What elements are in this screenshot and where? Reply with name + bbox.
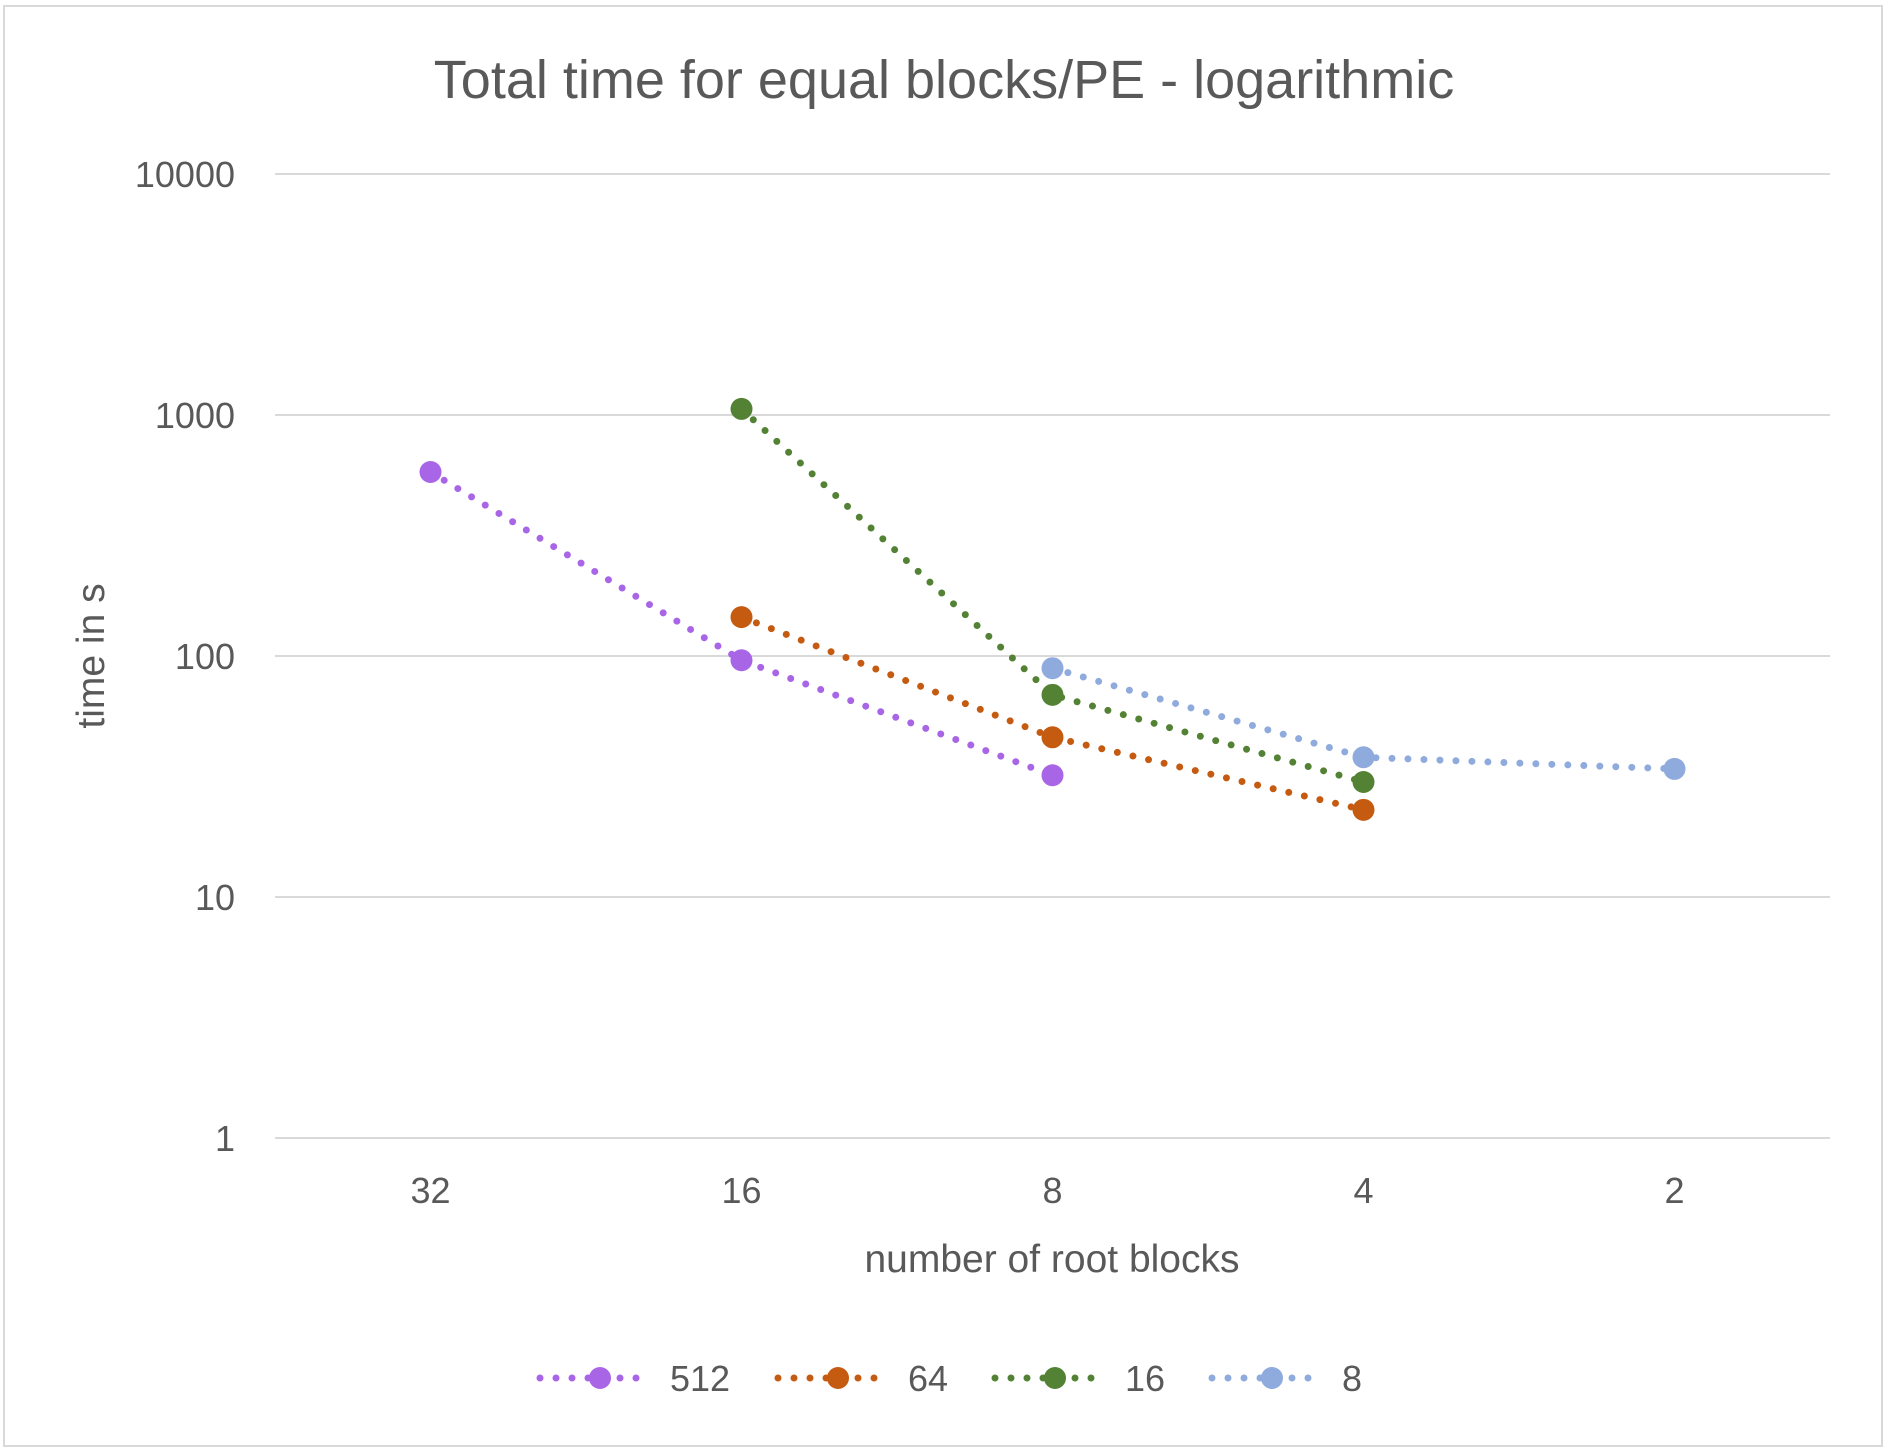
legend-label: 64 [908,1358,948,1399]
series-8 [1041,657,1686,780]
y-axis-label: time in s [70,583,113,728]
series-line-16 [738,405,1367,786]
legend-item-64: 64 [774,1358,948,1399]
data-point [1352,798,1375,821]
x-axis-ticks: 32 16 8 4 2 [410,1170,1684,1211]
data-point [419,461,442,484]
data-point [1663,757,1686,780]
legend-item-16: 16 [991,1358,1165,1399]
data-point [730,649,753,672]
chart-frame [3,5,1883,1447]
legend-swatch-marker [1044,1367,1066,1389]
y-tick-label: 10 [195,877,235,918]
legend-label: 512 [670,1358,730,1399]
data-point [1352,771,1375,794]
legend-item-8: 8 [1208,1358,1362,1399]
data-point [730,397,753,420]
data-point [1352,746,1375,769]
x-tick-label: 8 [1042,1170,1062,1211]
y-tick-label: 1 [215,1118,235,1159]
y-axis-ticks: 1 10 100 1000 10000 [135,154,235,1159]
legend-label: 8 [1342,1358,1362,1399]
data-point [1041,683,1064,706]
x-axis-label: number of root blocks [864,1238,1239,1281]
series-64 [730,606,1375,821]
series-line-8 [1049,664,1678,773]
legend-swatch-marker [1261,1367,1283,1389]
legend: 512 64 16 8 [536,1358,1362,1399]
x-tick-label: 2 [1664,1170,1684,1211]
series-16 [730,397,1375,794]
data-point [730,606,753,629]
chart-title: Total time for equal blocks/PE - logarit… [434,50,1454,110]
legend-item-512: 512 [536,1358,730,1399]
x-tick-label: 4 [1353,1170,1373,1211]
series-512 [419,461,1064,787]
data-point [1041,764,1064,787]
x-tick-label: 16 [721,1170,761,1211]
gridlines [275,173,1830,1139]
data-point [1041,657,1064,680]
legend-swatch-marker [827,1367,849,1389]
legend-swatch-marker [589,1367,611,1389]
y-tick-label: 1000 [155,395,235,436]
legend-label: 16 [1125,1358,1165,1399]
x-tick-label: 32 [410,1170,450,1211]
y-tick-label: 100 [175,636,235,677]
y-tick-label: 10000 [135,154,235,195]
data-point [1041,726,1064,749]
series-layer [419,397,1686,821]
